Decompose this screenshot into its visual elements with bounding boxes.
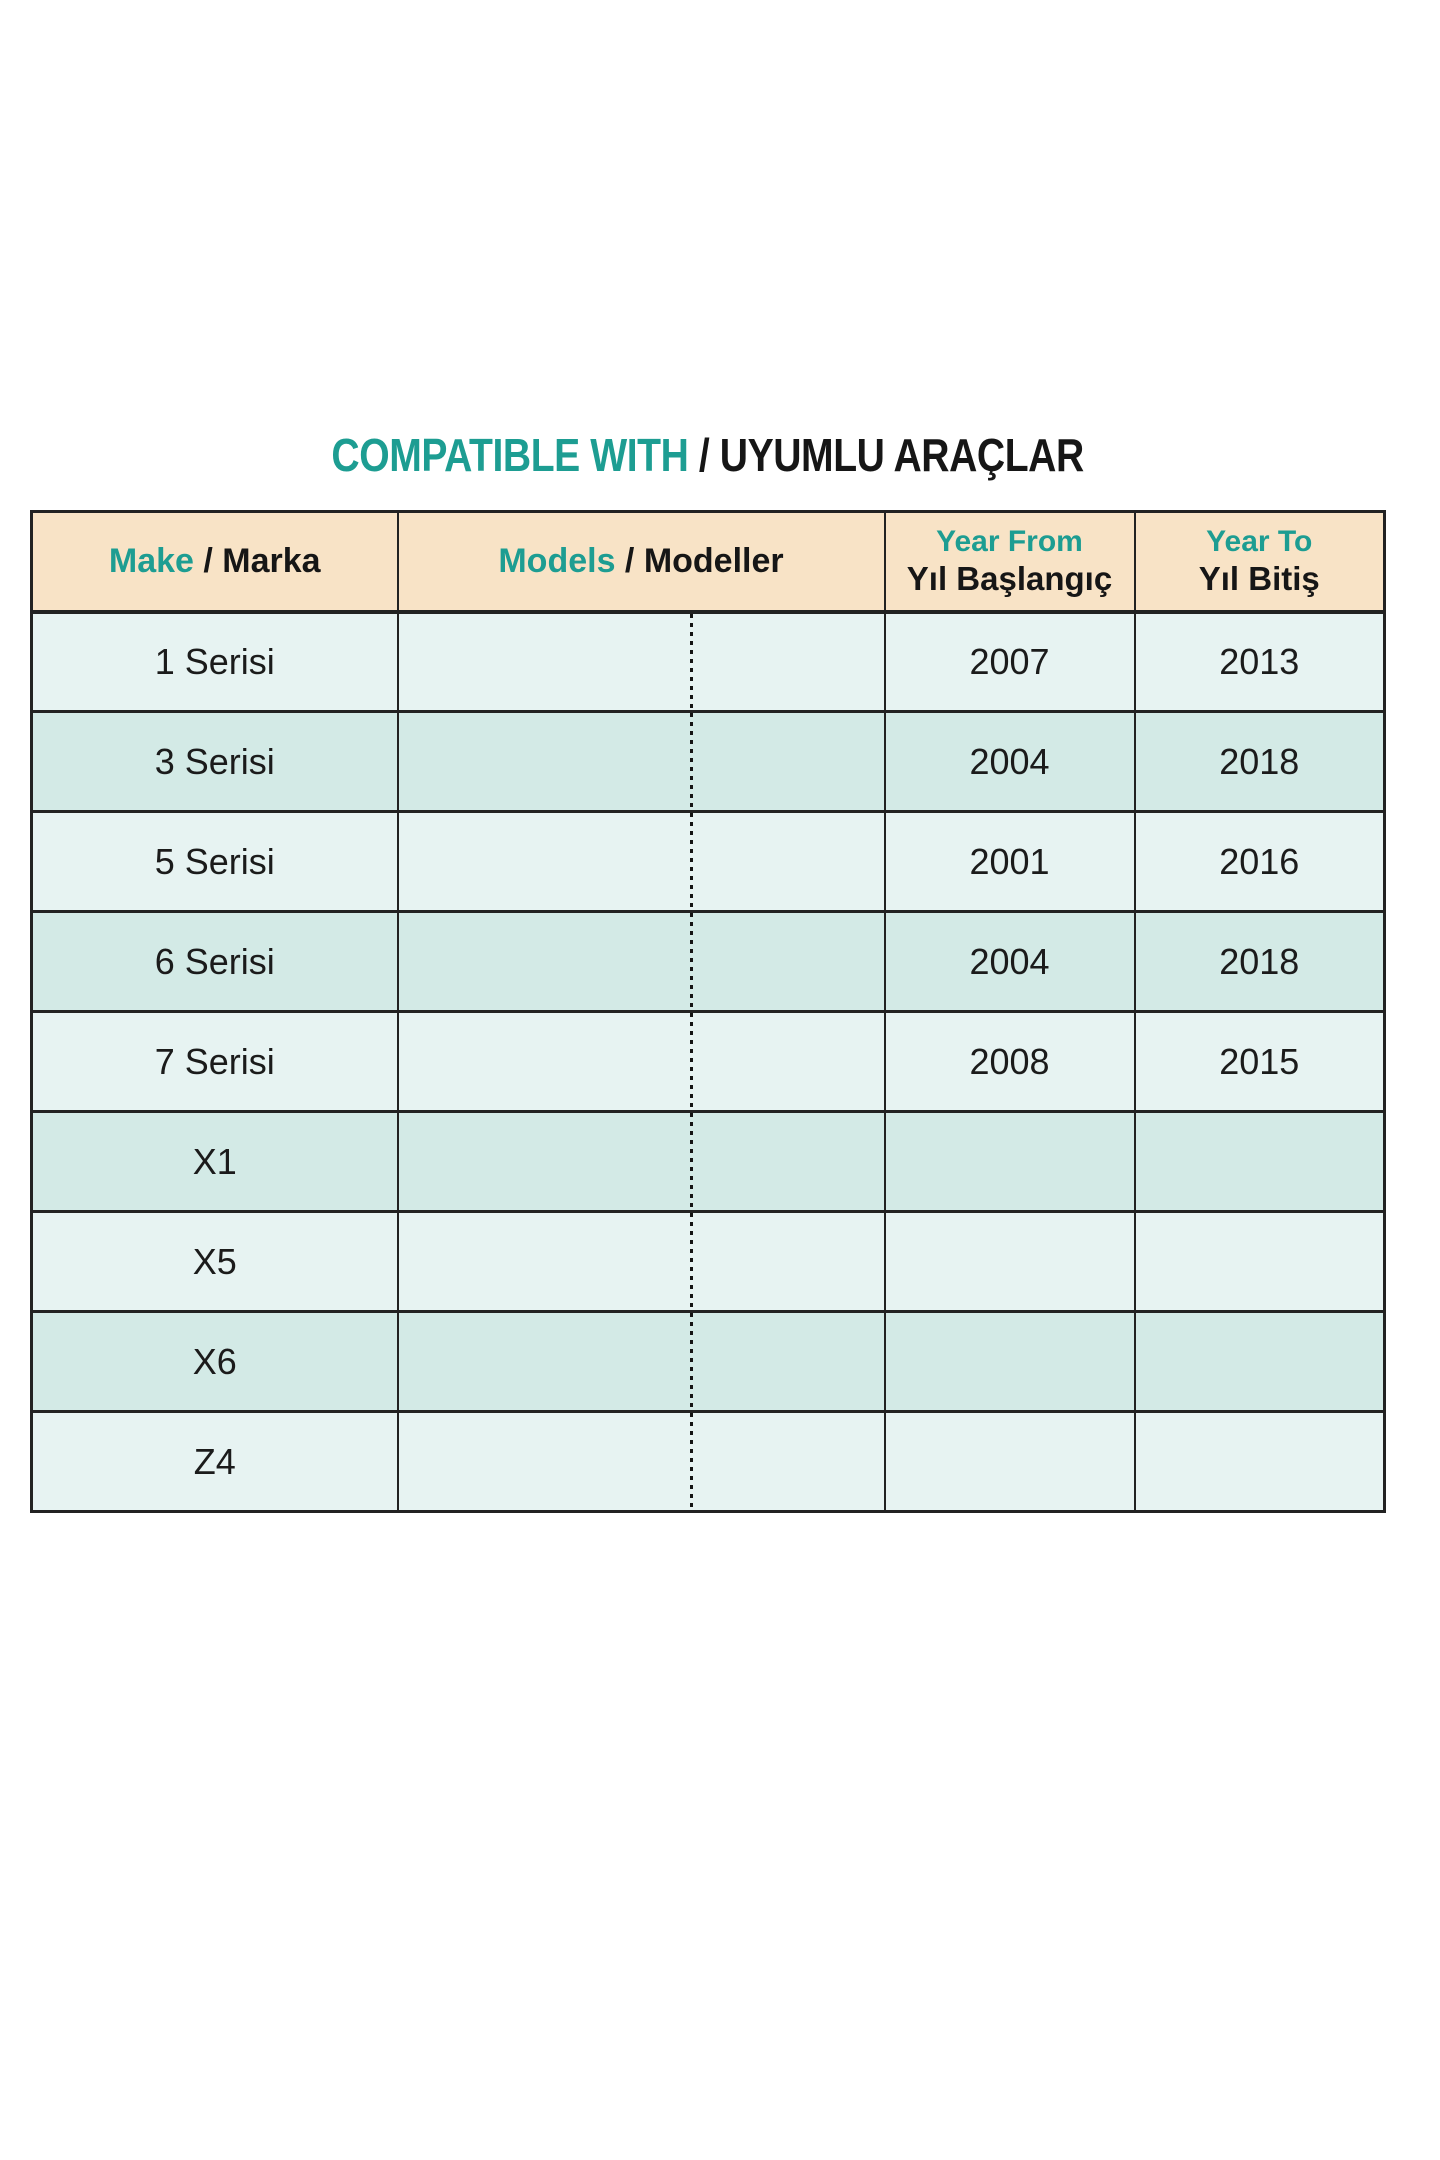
column-header-year-from: Year From Yıl Başlangıç <box>883 510 1136 614</box>
table-row: 5 Serisi 2001 2016 <box>30 810 1386 913</box>
page-title-tr: / UYUMLU ARAÇLAR <box>688 429 1084 481</box>
table-row: 6 Serisi 2004 2018 <box>30 910 1386 1013</box>
table-row: 3 Serisi 2004 2018 <box>30 710 1386 813</box>
header-make-en: Make <box>108 541 194 580</box>
models-cell <box>396 1210 886 1313</box>
year-from-cell <box>883 1210 1136 1313</box>
page-title-en: COMPATIBLE WITH <box>331 429 689 481</box>
table-row: Z4 <box>30 1410 1386 1513</box>
make-cell: 3 Serisi <box>30 710 399 813</box>
table-row: X6 <box>30 1310 1386 1413</box>
year-to-cell <box>1133 1410 1386 1513</box>
header-year-from-en: Year From <box>936 525 1083 559</box>
year-from-cell <box>883 1310 1136 1413</box>
table-row: X1 <box>30 1110 1386 1213</box>
header-row: Make / Marka Models / Modeller Year From… <box>30 510 1386 614</box>
compatibility-table: Make / Marka Models / Modeller Year From… <box>30 510 1386 1513</box>
column-header-year-to: Year To Yıl Bitiş <box>1133 510 1386 614</box>
year-to-cell: 2018 <box>1133 910 1386 1013</box>
header-year-to-en: Year To <box>1206 525 1313 559</box>
make-cell: 7 Serisi <box>30 1010 399 1113</box>
header-year-to-tr: Yıl Bitiş <box>1198 559 1320 597</box>
year-to-cell: 2016 <box>1133 810 1386 913</box>
models-cell <box>396 910 886 1013</box>
make-cell: X5 <box>30 1210 399 1313</box>
year-to-cell <box>1133 1310 1386 1413</box>
year-to-cell <box>1133 1210 1386 1313</box>
make-cell: X1 <box>30 1110 399 1213</box>
make-cell: 6 Serisi <box>30 910 399 1013</box>
table-body: 1 Serisi 2007 2013 3 Serisi 2004 2018 5 … <box>30 610 1386 1513</box>
header-year-from-tr: Yıl Başlangıç <box>906 559 1113 597</box>
make-cell: 5 Serisi <box>30 810 399 913</box>
year-to-cell: 2018 <box>1133 710 1386 813</box>
column-header-models: Models / Modeller <box>396 510 886 614</box>
header-models-en: Models <box>498 541 616 580</box>
header-models-tr: / Modeller <box>615 541 784 580</box>
year-from-cell: 2008 <box>883 1010 1136 1113</box>
table-row: 7 Serisi 2008 2015 <box>30 1010 1386 1113</box>
models-cell <box>396 610 886 713</box>
table-row: 1 Serisi 2007 2013 <box>30 610 1386 713</box>
table-row: X5 <box>30 1210 1386 1313</box>
year-from-cell: 2007 <box>883 610 1136 713</box>
year-from-cell: 2004 <box>883 910 1136 1013</box>
year-to-cell: 2015 <box>1133 1010 1386 1113</box>
table-header: Make / Marka Models / Modeller Year From… <box>30 510 1386 614</box>
page-title: COMPATIBLE WITH / UYUMLU ARAÇLAR <box>32 428 1383 482</box>
year-to-cell <box>1133 1110 1386 1213</box>
make-cell: X6 <box>30 1310 399 1413</box>
year-from-cell <box>883 1110 1136 1213</box>
models-cell <box>396 810 886 913</box>
year-to-cell: 2013 <box>1133 610 1386 713</box>
models-cell <box>396 1310 886 1413</box>
models-cell <box>396 1410 886 1513</box>
models-cell <box>396 1010 886 1113</box>
year-from-cell: 2004 <box>883 710 1136 813</box>
year-from-cell <box>883 1410 1136 1513</box>
year-from-cell: 2001 <box>883 810 1136 913</box>
column-header-make: Make / Marka <box>30 510 399 614</box>
make-cell: Z4 <box>30 1410 399 1513</box>
models-cell <box>396 710 886 813</box>
models-cell <box>396 1110 886 1213</box>
header-make-tr: / Marka <box>193 541 321 580</box>
make-cell: 1 Serisi <box>30 610 399 713</box>
